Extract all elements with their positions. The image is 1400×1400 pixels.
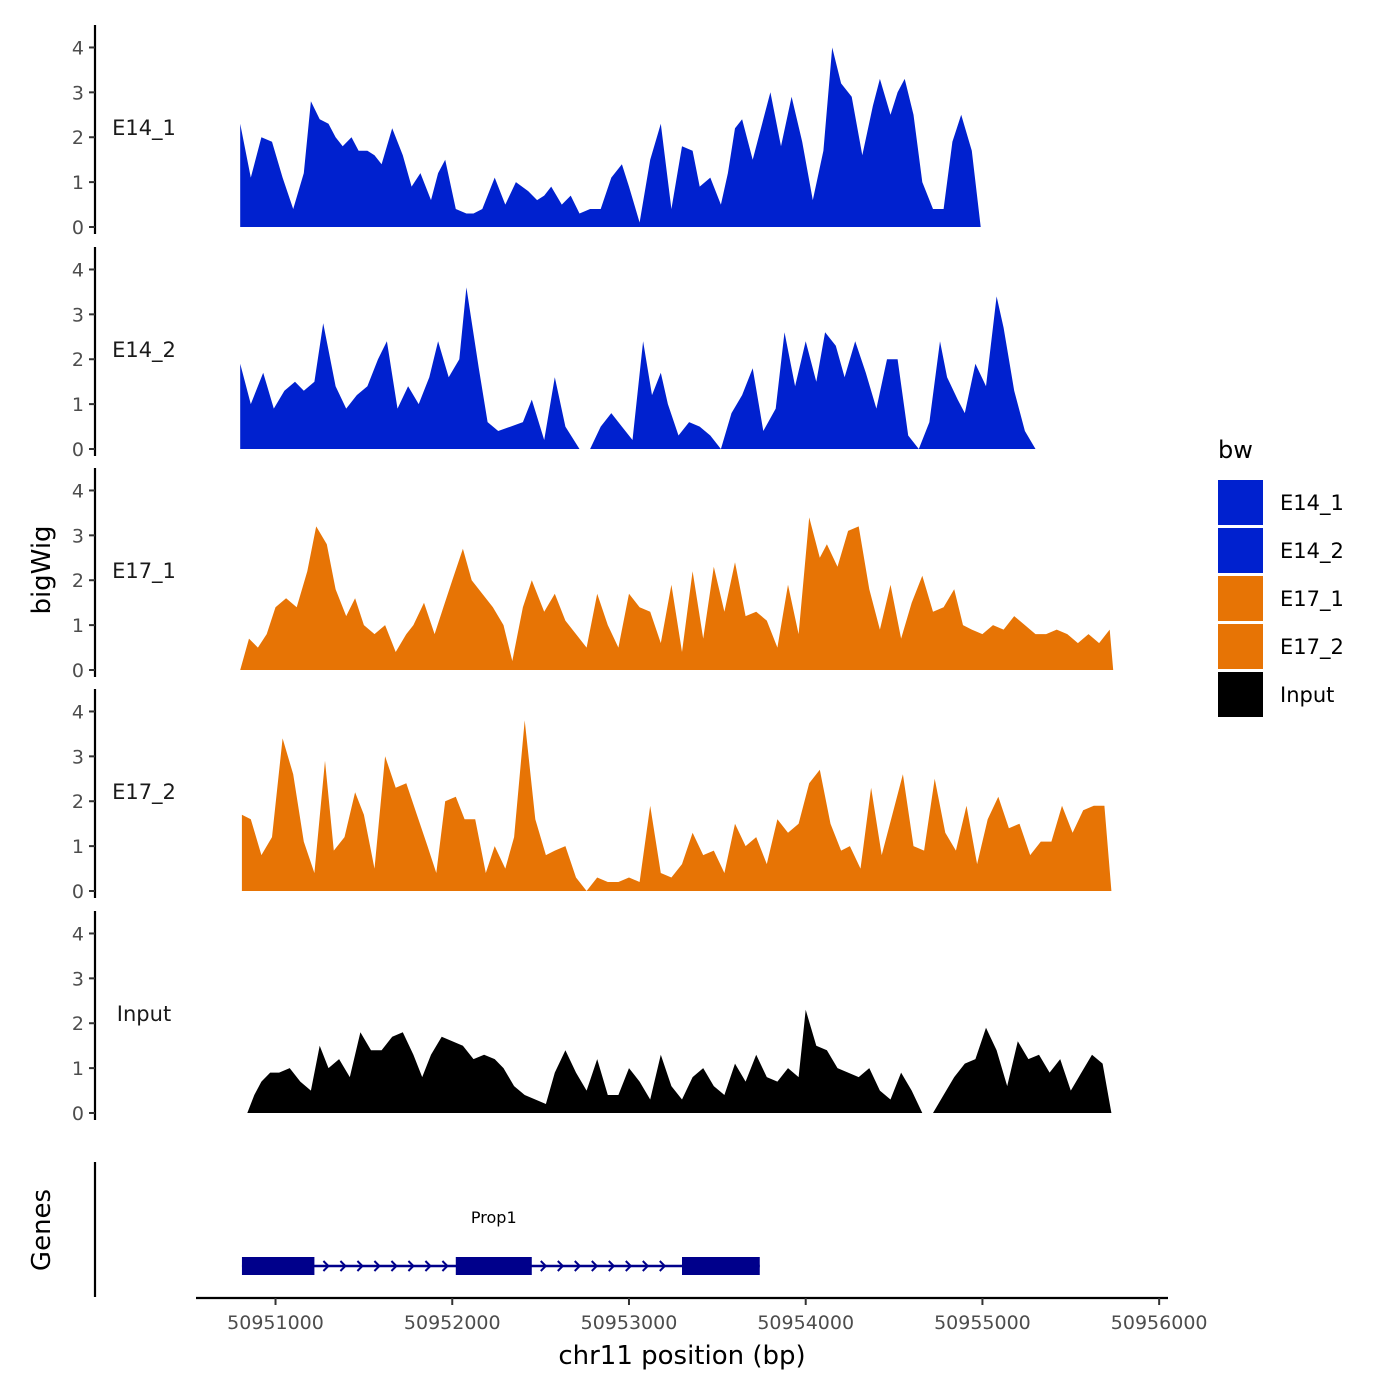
strand-arrow	[356, 1260, 364, 1272]
track-e14-1: E14_1	[112, 47, 1112, 227]
legend-label: Input	[1280, 683, 1334, 707]
strand-arrow	[642, 1260, 650, 1272]
track-label: E14_2	[112, 338, 176, 363]
coverage-area-e17-1	[240, 517, 1114, 670]
coverage-area-e17-2	[241, 720, 1112, 891]
y-axes: 0 1 2 3 4 0 1 2 3 4 0 1 2 3 4 0 1 2 3 4 0 1 2 3 4	[72, 25, 97, 1125]
strand-arrow	[390, 1260, 398, 1272]
y-tick-label: 0	[72, 881, 84, 903]
x-tick-label: 50953000	[581, 1312, 678, 1334]
y-axis-title: bigWig	[27, 525, 57, 614]
strand-arrow	[659, 1260, 667, 1272]
x-tick-label: 50956000	[1111, 1312, 1208, 1334]
y-tick-label: 0	[72, 1103, 84, 1125]
strand-arrow	[424, 1260, 432, 1272]
y-tick-label: 3	[72, 968, 84, 990]
y-tick-label: 3	[72, 746, 84, 768]
legend: bw E14_1 E14_2 E17_1 E17_2 Input	[1218, 436, 1344, 717]
track-e17-1: E17_1	[112, 517, 1114, 670]
legend-swatch	[1218, 528, 1263, 573]
coverage-area-input	[247, 1009, 1112, 1113]
y-tick-label: 0	[72, 439, 84, 461]
legend-item-e17-2: E17_2	[1218, 624, 1344, 669]
gene-label: Prop1	[471, 1208, 517, 1227]
legend-title: bw	[1218, 436, 1253, 464]
legend-item-e17-1: E17_1	[1218, 576, 1344, 621]
y-tick-label: 0	[72, 217, 84, 239]
x-axis-title: chr11 position (bp)	[558, 1341, 805, 1371]
y-tick-label: 1	[72, 394, 84, 416]
legend-swatch	[1218, 576, 1263, 621]
legend-item-e14-1: E14_1	[1218, 480, 1344, 525]
x-tick-label: 50955000	[934, 1312, 1031, 1334]
strand-arrow	[574, 1260, 582, 1272]
y-tick-label: 4	[72, 259, 84, 281]
strand-arrow	[540, 1260, 548, 1272]
y-tick-label: 2	[72, 1013, 84, 1035]
legend-label: E14_2	[1280, 539, 1344, 564]
coverage-area-e14-1	[240, 47, 1112, 227]
strand-arrow	[373, 1260, 381, 1272]
y-tick-label: 1	[72, 1058, 84, 1080]
y-tick-label: 3	[72, 82, 84, 104]
legend-item-input: Input	[1218, 672, 1334, 717]
gene-exon	[455, 1257, 532, 1275]
y-tick-label: 2	[72, 791, 84, 813]
genes-panel: Prop1	[93, 1162, 760, 1297]
strand-arrow	[441, 1260, 449, 1272]
track-input: Input	[117, 1002, 1112, 1113]
y-tick-label: 2	[72, 127, 84, 149]
track-label: Input	[117, 1002, 171, 1026]
legend-label: E14_1	[1280, 491, 1344, 516]
y-axis-e14-1: 0 1 2 3 4	[72, 25, 97, 239]
genes-axis-title: Genes	[27, 1189, 57, 1271]
track-label: E14_1	[112, 116, 176, 141]
legend-swatch	[1218, 624, 1263, 669]
y-tick-label: 4	[72, 701, 84, 723]
legend-label: E17_1	[1280, 587, 1344, 612]
y-tick-label: 4	[72, 480, 84, 502]
track-e14-2: E14_2	[112, 287, 1114, 449]
y-axis-e14-2: 0 1 2 3 4	[72, 247, 97, 461]
legend-swatch	[1218, 480, 1263, 525]
y-tick-label: 4	[72, 37, 84, 59]
strand-arrow	[339, 1260, 347, 1272]
gene-prop1: Prop1	[241, 1208, 760, 1275]
strand-arrow	[557, 1260, 565, 1272]
gene-exon	[241, 1257, 315, 1275]
y-tick-label: 2	[72, 570, 84, 592]
y-tick-label: 3	[72, 304, 84, 326]
strand-arrow	[608, 1260, 616, 1272]
coverage-area-e14-2	[240, 287, 1114, 449]
x-tick-label: 50954000	[757, 1312, 854, 1334]
track-e17-2: E17_2	[112, 720, 1112, 891]
y-tick-label: 2	[72, 349, 84, 371]
y-tick-label: 1	[72, 172, 84, 194]
coverage-tracks: E14_1 E14_2 E17_1 E17_2 Input	[112, 47, 1114, 1113]
y-tick-label: 1	[72, 836, 84, 858]
y-tick-label: 1	[72, 615, 84, 637]
x-tick-label: 50952000	[404, 1312, 501, 1334]
y-tick-label: 0	[72, 660, 84, 682]
x-axis: 50951000 50952000 50953000 50954000 50955000…	[196, 1296, 1208, 1334]
y-axis-e17-1: 0 1 2 3 4	[72, 468, 97, 682]
legend-swatch	[1218, 672, 1263, 717]
x-tick-label: 50951000	[227, 1312, 324, 1334]
legend-label: E17_2	[1280, 635, 1344, 660]
y-axis-input: 0 1 2 3 4	[72, 911, 97, 1125]
legend-item-e14-2: E14_2	[1218, 528, 1344, 573]
track-label: E17_2	[112, 780, 176, 805]
y-tick-label: 4	[72, 923, 84, 945]
strand-arrow	[407, 1260, 415, 1272]
y-axis-e17-2: 0 1 2 3 4	[72, 689, 97, 903]
gene-exon	[682, 1257, 760, 1275]
strand-arrow	[625, 1260, 633, 1272]
strand-arrow	[322, 1260, 330, 1272]
strand-arrow	[591, 1260, 599, 1272]
track-label: E17_1	[112, 559, 176, 584]
y-tick-label: 3	[72, 525, 84, 547]
